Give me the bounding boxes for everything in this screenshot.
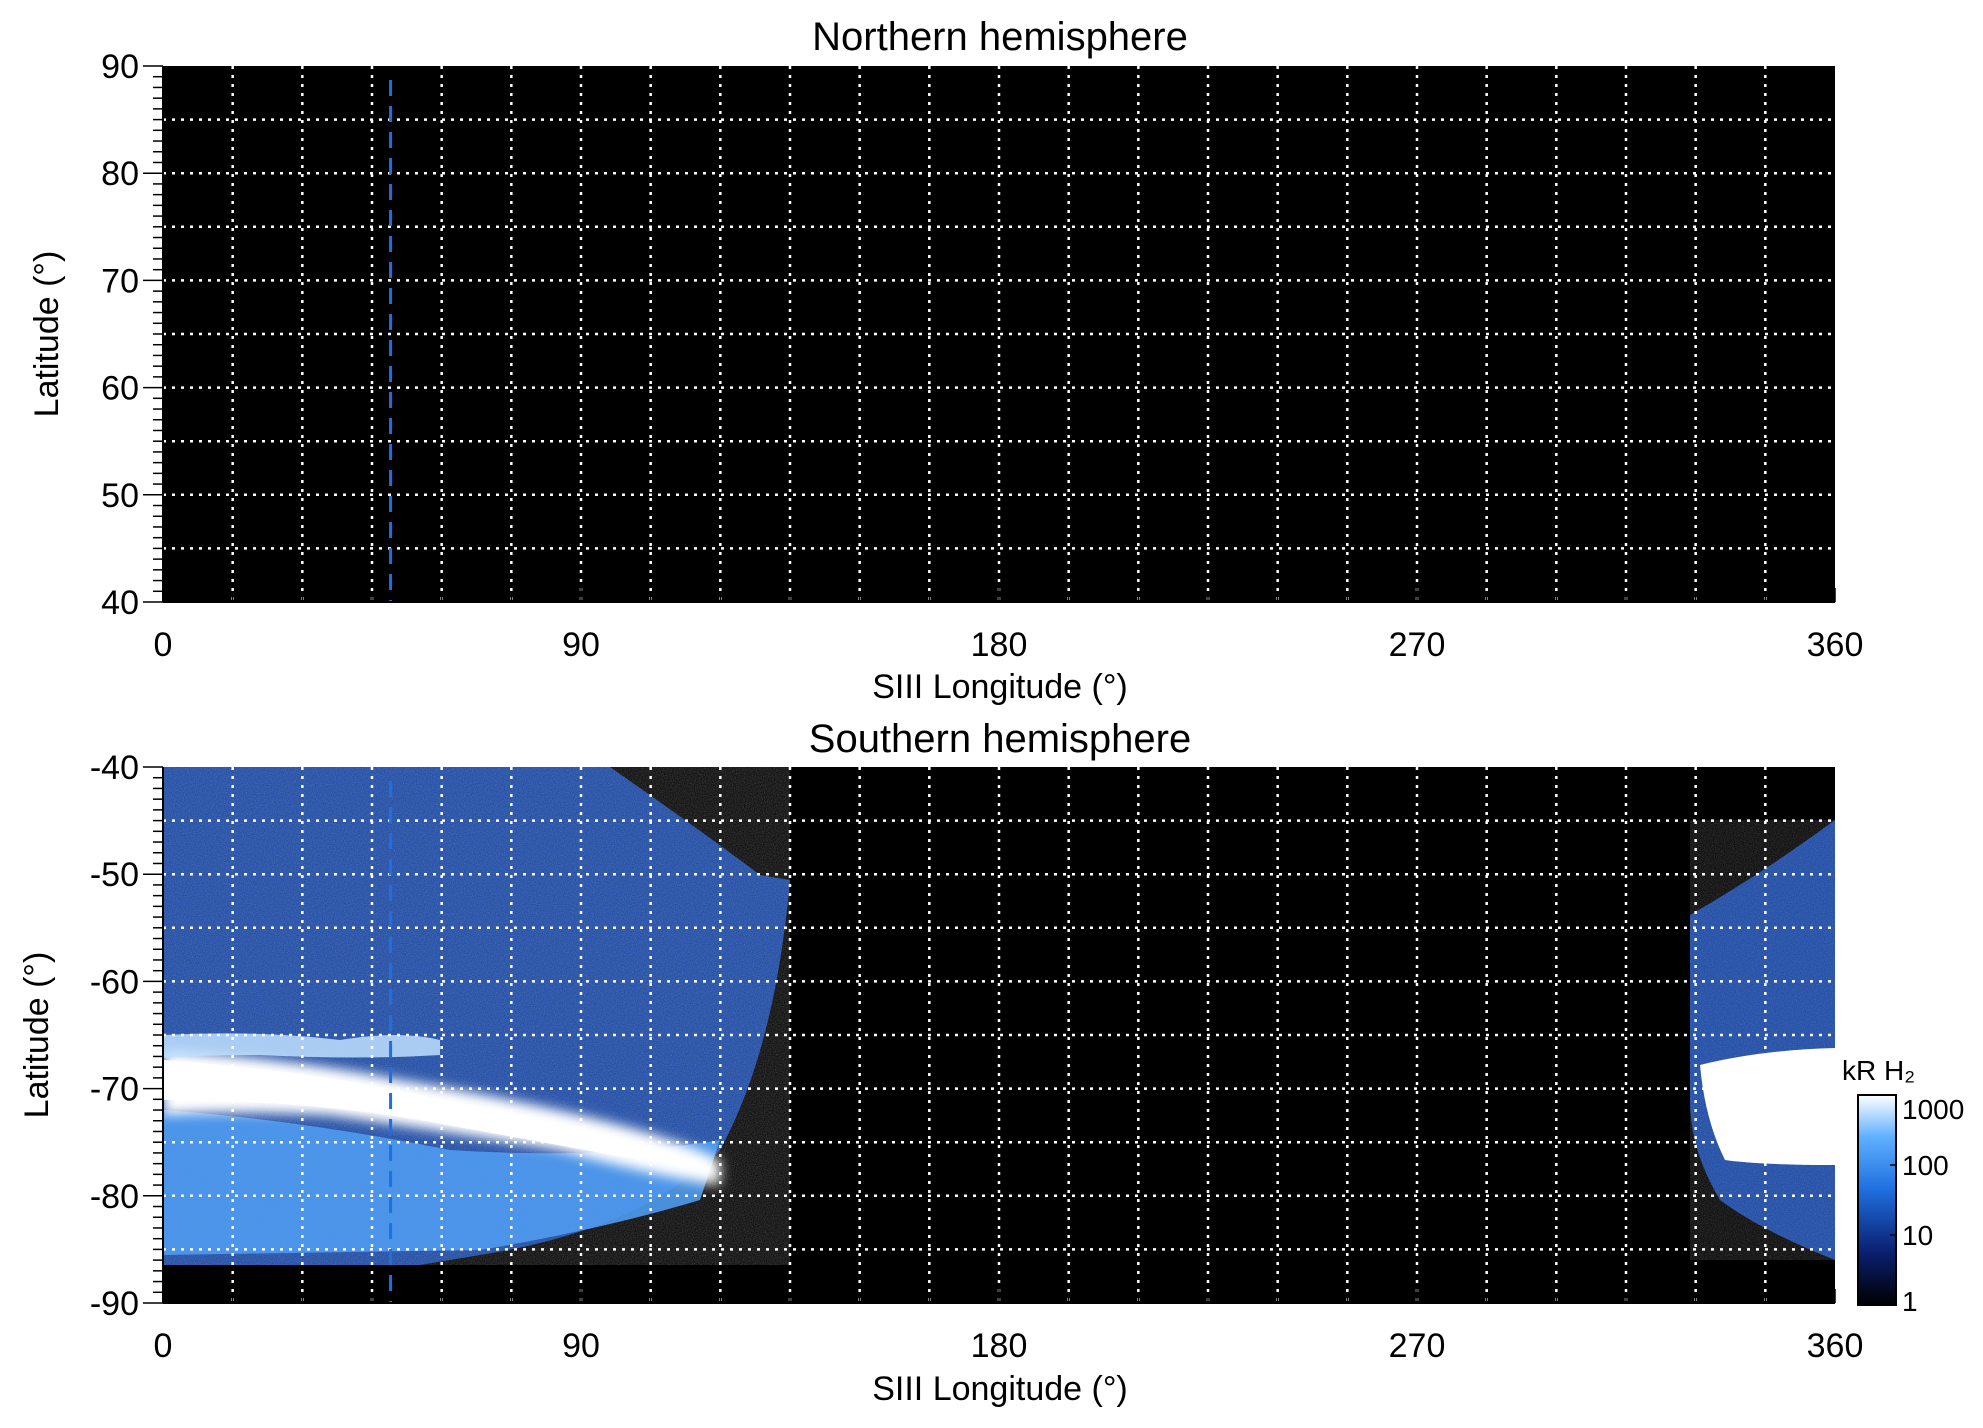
north-ylabel: Latitude (°) xyxy=(28,251,66,418)
south-ytick-label: -70 xyxy=(90,1071,139,1109)
colorbar-gradient xyxy=(1857,1094,1897,1306)
colorbar: kR H₂ 1000 100 10 1 xyxy=(1842,1055,1964,1317)
north-ytick-label: 90 xyxy=(101,48,139,86)
south-xtick-label: 180 xyxy=(971,1327,1028,1365)
north-ytick-label: 70 xyxy=(101,262,139,300)
north-ytick-label: 40 xyxy=(101,584,139,622)
south-xtick-label: 270 xyxy=(1389,1327,1446,1365)
north-xtick-label: 270 xyxy=(1389,626,1446,664)
southern-panel: Southern hemisphere -90 -80 -70 -60 -50 -40 0 9… xyxy=(18,717,1863,1408)
northern-panel: Northern hemisphere 40 50 60 70 80 90 0 90 180 27… xyxy=(28,15,1863,706)
colorbar-tick-label: 10 xyxy=(1902,1220,1933,1251)
colorbar-label: kR H₂ xyxy=(1842,1055,1915,1086)
north-ytick-label: 60 xyxy=(101,370,139,408)
south-oval-band-right xyxy=(1700,1048,1835,1165)
south-axes: -90 -80 -70 -60 -50 -40 0 90 180 270 360 xyxy=(90,749,1864,1365)
south-oval-band-left-core xyxy=(163,1060,640,1160)
north-xtick-label: 0 xyxy=(154,626,173,664)
south-xlabel: SIII Longitude (°) xyxy=(872,1370,1128,1408)
colorbar-tick-label: 100 xyxy=(1902,1150,1949,1181)
colorbar-ticks: 1000 100 10 1 xyxy=(1890,1094,1964,1317)
north-axes: 40 50 60 70 80 90 0 90 180 270 360 xyxy=(101,48,1863,664)
south-ytick-label: -50 xyxy=(90,856,139,894)
south-title: Southern hemisphere xyxy=(809,717,1191,761)
south-ytick-label: -60 xyxy=(90,963,139,1001)
south-xtick-label: 360 xyxy=(1807,1327,1864,1365)
north-xtick-label: 360 xyxy=(1807,626,1864,664)
south-xtick-label: 90 xyxy=(562,1327,600,1365)
south-xtick-label: 0 xyxy=(154,1327,173,1365)
south-ytick-label: -40 xyxy=(90,749,139,787)
south-ytick-label: -80 xyxy=(90,1178,139,1216)
north-xtick-label: 180 xyxy=(971,626,1028,664)
north-plot-area xyxy=(163,66,1835,602)
north-xlabel: SIII Longitude (°) xyxy=(872,668,1128,706)
south-emission xyxy=(163,767,1835,1265)
north-xtick-label: 90 xyxy=(562,626,600,664)
north-ytick-label: 50 xyxy=(101,477,139,515)
north-title: Northern hemisphere xyxy=(812,15,1188,59)
colorbar-tick-label: 1 xyxy=(1902,1286,1918,1317)
south-ytick-label: -90 xyxy=(90,1285,139,1323)
north-ytick-label: 80 xyxy=(101,155,139,193)
colorbar-tick-label: 1000 xyxy=(1902,1094,1964,1125)
south-ylabel: Latitude (°) xyxy=(18,952,56,1119)
